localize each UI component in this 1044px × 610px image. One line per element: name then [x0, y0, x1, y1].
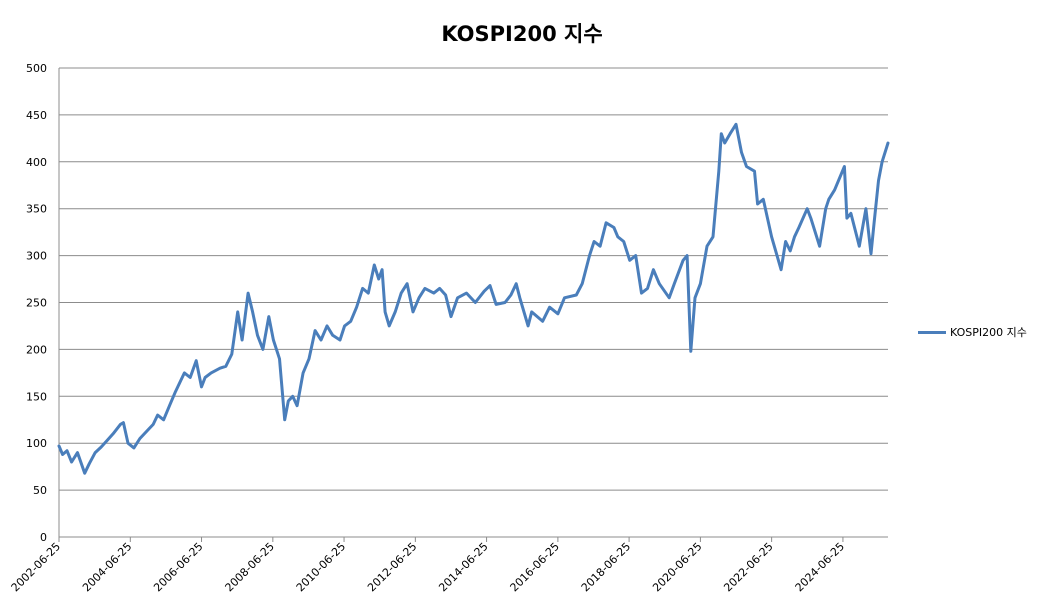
- gridlines: [59, 67, 888, 491]
- x-tick-label: 2022-06-25: [721, 540, 775, 594]
- y-tick-label: 150: [26, 390, 47, 403]
- x-tick-label: 2010-06-25: [294, 540, 348, 594]
- x-tick-label: 2024-06-25: [793, 540, 847, 594]
- x-tick-label: 2020-06-25: [650, 540, 704, 594]
- y-tick-label: 300: [26, 250, 47, 263]
- series-layer: [57, 122, 890, 475]
- y-tick-label: 450: [26, 109, 47, 122]
- y-tick-label: 0: [40, 531, 47, 544]
- y-tick-label: 100: [26, 437, 47, 450]
- chart-title: KOSPI200 지수: [441, 22, 603, 46]
- legend-swatch: [918, 330, 946, 334]
- x-tick-label: 2014-06-25: [436, 540, 490, 594]
- x-tick-label: 2006-06-25: [151, 540, 205, 594]
- y-tick-label: 50: [33, 484, 47, 497]
- x-tick-label: 2002-06-25: [9, 540, 63, 594]
- y-tick-labels: 0 50 100 150 200 250 300 350 400 450 500: [26, 62, 47, 544]
- y-tick-label: 200: [26, 343, 47, 356]
- x-tick-label: 2018-06-25: [579, 540, 633, 594]
- x-tick-label: 2016-06-25: [508, 540, 562, 594]
- x-tick-labels: 2002-06-25 2004-06-25 2006-06-25 2008-06-25…: [9, 537, 847, 594]
- y-tick-label: 400: [26, 156, 47, 169]
- series-line: [57, 122, 890, 475]
- x-tick-label: 2012-06-25: [365, 540, 419, 594]
- legend-label: KOSPI200 지수: [950, 326, 1027, 339]
- legend: KOSPI200 지수: [918, 324, 1027, 340]
- x-tick-label: 2004-06-25: [80, 540, 134, 594]
- x-tick-label: 2008-06-25: [223, 540, 277, 594]
- y-tick-label: 250: [26, 297, 47, 310]
- y-tick-label: 500: [26, 62, 47, 75]
- y-tick-label: 350: [26, 203, 47, 216]
- axes: [58, 68, 888, 538]
